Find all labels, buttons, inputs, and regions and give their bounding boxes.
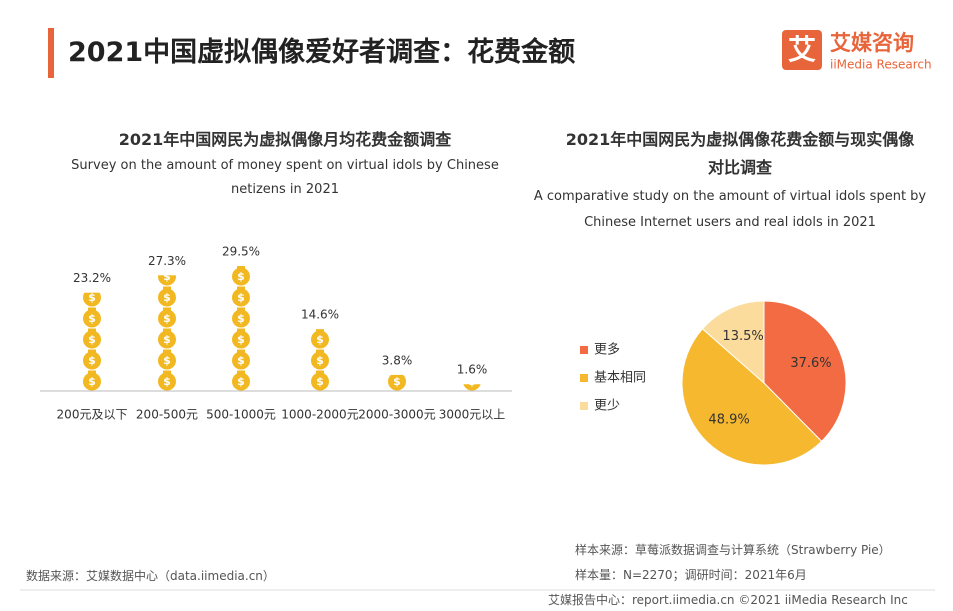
x-tick-label: 2000-3000元 <box>358 408 435 422</box>
x-tick-label: 1000-2000元 <box>281 408 358 422</box>
x-tick-label: 500-1000元 <box>206 408 276 422</box>
credit: 艾媒报告中心：report.iimedia.cn ©2021 iiMedia R… <box>548 593 908 607</box>
logo-mark: 艾 <box>788 33 816 66</box>
logo-mark-bg <box>782 30 822 70</box>
bar-subtitle: Survey on the amount of money spent on v… <box>71 158 499 197</box>
legend-label: 基本相同 <box>594 371 646 386</box>
logo-en: iiMedia Research <box>830 58 932 72</box>
source: 数据来源：艾媒数据中心（data.iimedia.cn） <box>26 569 275 583</box>
legend-swatch <box>580 374 588 382</box>
value-label: 48.9% <box>708 412 749 427</box>
pie-slice <box>763 300 847 443</box>
bar <box>81 292 103 391</box>
bar <box>386 374 408 391</box>
page-title: 2021中国虚拟偶像爱好者调查：花费金额 <box>68 37 576 68</box>
bar-title: 2021年中国网民为虚拟偶像月均花费金额调查 <box>118 130 452 149</box>
x-tick-label: 3000元以上 <box>439 408 506 422</box>
pie-title: 2021年中国网民为虚拟偶像花费金额与现实偶像对比调查 <box>565 130 915 177</box>
legend-label: 更少 <box>594 399 620 414</box>
value-label: 14.6% <box>301 308 339 322</box>
value-label: 27.3% <box>148 254 186 268</box>
value-label: 37.6% <box>790 356 831 371</box>
x-tick-label: 200-500元 <box>136 408 198 422</box>
value-label: 29.5% <box>222 245 260 259</box>
sample-source: 样本来源：草莓派数据调查与计算系统（Strawberry Pie） <box>575 543 891 557</box>
bar <box>230 266 252 391</box>
bar <box>309 329 331 391</box>
value-label: 23.2% <box>73 271 111 285</box>
legend-swatch <box>580 402 588 410</box>
legend-label: 更多 <box>594 342 620 358</box>
value-label: 1.6% <box>457 363 488 377</box>
legend-swatch <box>580 346 588 354</box>
bar <box>156 275 178 391</box>
pie-slice <box>701 300 765 385</box>
x-tick-label: 200元及以下 <box>57 408 128 422</box>
bar <box>461 384 483 391</box>
logo-cn: 艾媒咨询 <box>830 31 914 55</box>
title-accent <box>48 28 54 78</box>
pie-slice <box>681 328 823 466</box>
sample-size: 样本量：N=2270；调研时间：2021年6月 <box>575 568 807 582</box>
pie-subtitle: A comparative study on the amount of vir… <box>533 189 927 230</box>
value-label: 13.5% <box>722 329 763 344</box>
value-label: 3.8% <box>382 353 413 367</box>
